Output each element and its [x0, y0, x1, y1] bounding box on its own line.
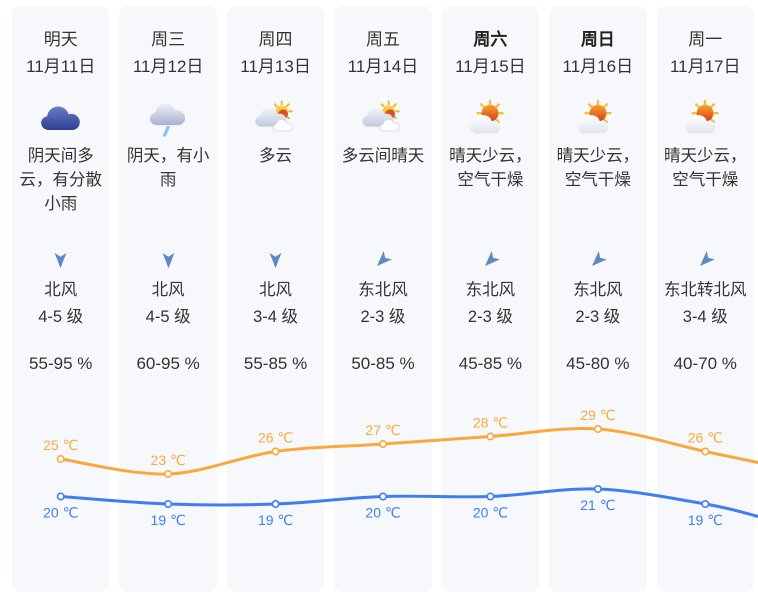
day-date: 11月12日 — [132, 57, 204, 76]
weather-description: 晴天少云，空气干燥 — [449, 147, 532, 189]
partly-cloudy-icon — [334, 92, 431, 144]
day-name: 明天 — [43, 30, 78, 49]
wind-direction-arrow-icon — [227, 248, 324, 272]
humidity-range: 60-95 % — [136, 354, 200, 373]
day-name: 周五 — [365, 30, 400, 49]
wind-level: 2-3 级 — [467, 308, 513, 326]
sunny-cloud-icon — [657, 92, 754, 144]
wind-direction: 北风 — [259, 281, 293, 299]
weather-description: 阴天，有小雨 — [126, 147, 210, 189]
wind-direction-arrow-icon — [657, 248, 754, 272]
humidity-range: 50-85 % — [351, 354, 415, 373]
sunny-cloud-icon — [442, 92, 539, 144]
humidity-range: 40-70 % — [673, 354, 737, 373]
wind-direction-arrow-icon — [119, 248, 216, 272]
day-name: 周日 — [580, 30, 615, 49]
weather-description: 多云间晴天 — [341, 147, 425, 165]
wind-direction-arrow-icon — [442, 248, 539, 272]
wind-direction: 东北风 — [358, 281, 408, 299]
day-name: 周三 — [151, 30, 186, 49]
wind-direction: 东北风 — [465, 281, 516, 299]
day-column: 周四 11月13日 多云 北风 3-4 级 55-85 % — [226, 6, 325, 592]
day-date: 11月13日 — [240, 57, 311, 76]
humidity-range: 55-95 % — [29, 354, 93, 373]
wind-direction: 东北转北风 — [663, 281, 747, 299]
wind-direction-arrow-icon — [12, 248, 109, 272]
day-date: 11月11日 — [26, 57, 96, 76]
day-name: 周四 — [258, 30, 293, 49]
light-rain-icon — [119, 92, 216, 144]
day-column: 周五 11月14日 多云间晴天 东北风 2-3 级 50-85 % — [334, 6, 432, 592]
wind-direction: 东北风 — [573, 281, 623, 299]
weather-description: 多云 — [259, 147, 293, 165]
day-date: 11月16日 — [562, 57, 634, 76]
wind-level: 3-4 级 — [253, 308, 299, 326]
wind-level: 2-3 级 — [575, 308, 621, 326]
wind-level: 3-4 级 — [682, 308, 728, 326]
day-date: 11月15日 — [455, 57, 526, 76]
day-column: 周日 11月16日 晴天少云，空气干燥 东北风 2-3 级 45-80 % — [549, 6, 647, 592]
wind-level: 4-5 级 — [145, 308, 191, 326]
wind-direction: 北风 — [151, 281, 185, 299]
weather-description: 晴天少云，空气干燥 — [556, 147, 640, 189]
humidity-range: 45-85 % — [458, 354, 523, 373]
day-date: 11月14日 — [347, 57, 419, 76]
day-column: 明天 11月11日 阴天间多云，有分散小雨 北风 4-5 级 55-95 % — [12, 6, 110, 592]
day-name: 周六 — [473, 30, 508, 49]
wind-direction-arrow-icon — [334, 248, 431, 272]
wind-direction-arrow-icon — [549, 248, 646, 272]
day-date: 11月17日 — [669, 57, 741, 76]
weather-description: 阴天间多云，有分散小雨 — [19, 147, 102, 213]
wind-level: 4-5 级 — [38, 308, 84, 326]
humidity-range: 55-85 % — [243, 354, 308, 373]
overcast-icon — [12, 92, 109, 144]
day-column: 周一 11月17日 晴天少云，空气干燥 东北转北风 3-4 级 40-70 % — [656, 6, 754, 592]
wind-level: 2-3 级 — [360, 308, 406, 326]
wind-direction: 北风 — [44, 281, 78, 299]
day-name: 周一 — [688, 30, 723, 49]
day-column: 周六 11月15日 晴天少云，空气干燥 东北风 2-3 级 45-85 % — [441, 6, 540, 592]
sunny-cloud-icon — [549, 92, 646, 144]
weather-description: 晴天少云，空气干燥 — [663, 147, 747, 189]
partly-cloudy-icon — [227, 92, 324, 144]
humidity-range: 45-80 % — [566, 354, 630, 373]
day-column: 周三 11月12日 阴天，有小雨 北风 4-5 级 60-95 % — [119, 6, 217, 592]
